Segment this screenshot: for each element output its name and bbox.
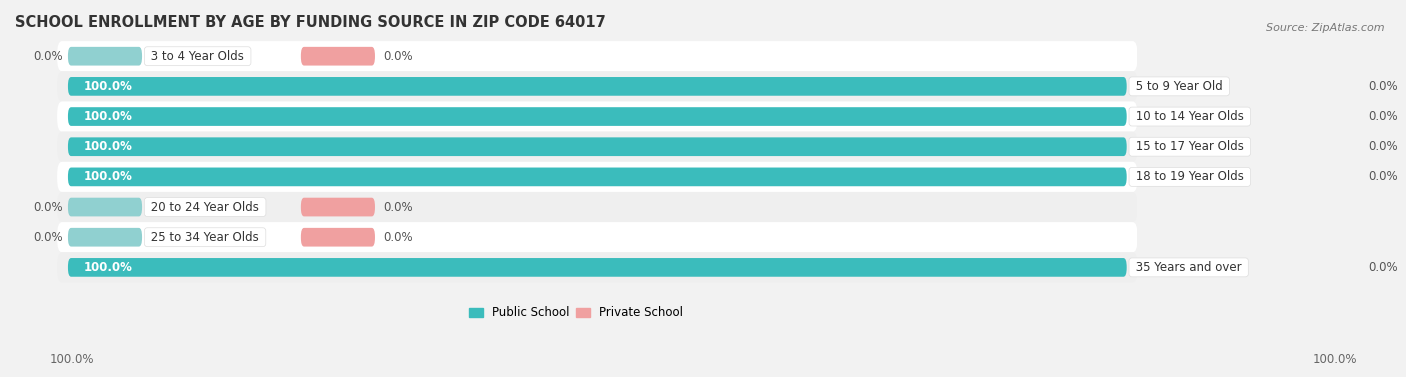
Text: Source: ZipAtlas.com: Source: ZipAtlas.com — [1267, 23, 1385, 33]
Text: 100.0%: 100.0% — [84, 80, 132, 93]
Text: 3 to 4 Year Olds: 3 to 4 Year Olds — [148, 50, 247, 63]
FancyBboxPatch shape — [67, 107, 1126, 126]
FancyBboxPatch shape — [1285, 107, 1360, 126]
FancyBboxPatch shape — [67, 198, 142, 216]
FancyBboxPatch shape — [301, 228, 375, 247]
Text: 100.0%: 100.0% — [84, 170, 132, 183]
FancyBboxPatch shape — [67, 77, 1126, 96]
Text: 100.0%: 100.0% — [1312, 353, 1357, 366]
FancyBboxPatch shape — [301, 198, 375, 216]
FancyBboxPatch shape — [1285, 167, 1360, 186]
FancyBboxPatch shape — [58, 71, 1137, 101]
Text: 35 Years and over: 35 Years and over — [1132, 261, 1246, 274]
FancyBboxPatch shape — [67, 47, 142, 66]
Text: 100.0%: 100.0% — [49, 353, 94, 366]
FancyBboxPatch shape — [1285, 77, 1360, 96]
Text: 20 to 24 Year Olds: 20 to 24 Year Olds — [148, 201, 263, 213]
FancyBboxPatch shape — [67, 137, 1126, 156]
FancyBboxPatch shape — [58, 41, 1137, 71]
FancyBboxPatch shape — [1285, 137, 1360, 156]
FancyBboxPatch shape — [67, 228, 142, 247]
Text: 100.0%: 100.0% — [84, 140, 132, 153]
FancyBboxPatch shape — [301, 47, 375, 66]
Text: SCHOOL ENROLLMENT BY AGE BY FUNDING SOURCE IN ZIP CODE 64017: SCHOOL ENROLLMENT BY AGE BY FUNDING SOUR… — [15, 15, 606, 30]
Text: 25 to 34 Year Olds: 25 to 34 Year Olds — [148, 231, 263, 244]
FancyBboxPatch shape — [58, 192, 1137, 222]
FancyBboxPatch shape — [67, 258, 1126, 277]
Text: 0.0%: 0.0% — [32, 201, 63, 213]
Text: 100.0%: 100.0% — [84, 110, 132, 123]
FancyBboxPatch shape — [58, 101, 1137, 132]
FancyBboxPatch shape — [58, 132, 1137, 162]
FancyBboxPatch shape — [58, 222, 1137, 252]
Text: 0.0%: 0.0% — [1368, 110, 1398, 123]
Text: 18 to 19 Year Olds: 18 to 19 Year Olds — [1132, 170, 1247, 183]
Text: 0.0%: 0.0% — [384, 50, 413, 63]
Text: 0.0%: 0.0% — [32, 231, 63, 244]
Legend: Public School, Private School: Public School, Private School — [464, 302, 688, 324]
Text: 5 to 9 Year Old: 5 to 9 Year Old — [1132, 80, 1226, 93]
Text: 15 to 17 Year Olds: 15 to 17 Year Olds — [1132, 140, 1247, 153]
Text: 0.0%: 0.0% — [32, 50, 63, 63]
Text: 0.0%: 0.0% — [384, 201, 413, 213]
FancyBboxPatch shape — [1285, 258, 1360, 277]
FancyBboxPatch shape — [58, 162, 1137, 192]
Text: 0.0%: 0.0% — [1368, 261, 1398, 274]
FancyBboxPatch shape — [67, 167, 1126, 186]
Text: 0.0%: 0.0% — [1368, 80, 1398, 93]
Text: 100.0%: 100.0% — [84, 261, 132, 274]
Text: 0.0%: 0.0% — [384, 231, 413, 244]
Text: 10 to 14 Year Olds: 10 to 14 Year Olds — [1132, 110, 1247, 123]
Text: 0.0%: 0.0% — [1368, 140, 1398, 153]
FancyBboxPatch shape — [58, 252, 1137, 282]
Text: 0.0%: 0.0% — [1368, 170, 1398, 183]
